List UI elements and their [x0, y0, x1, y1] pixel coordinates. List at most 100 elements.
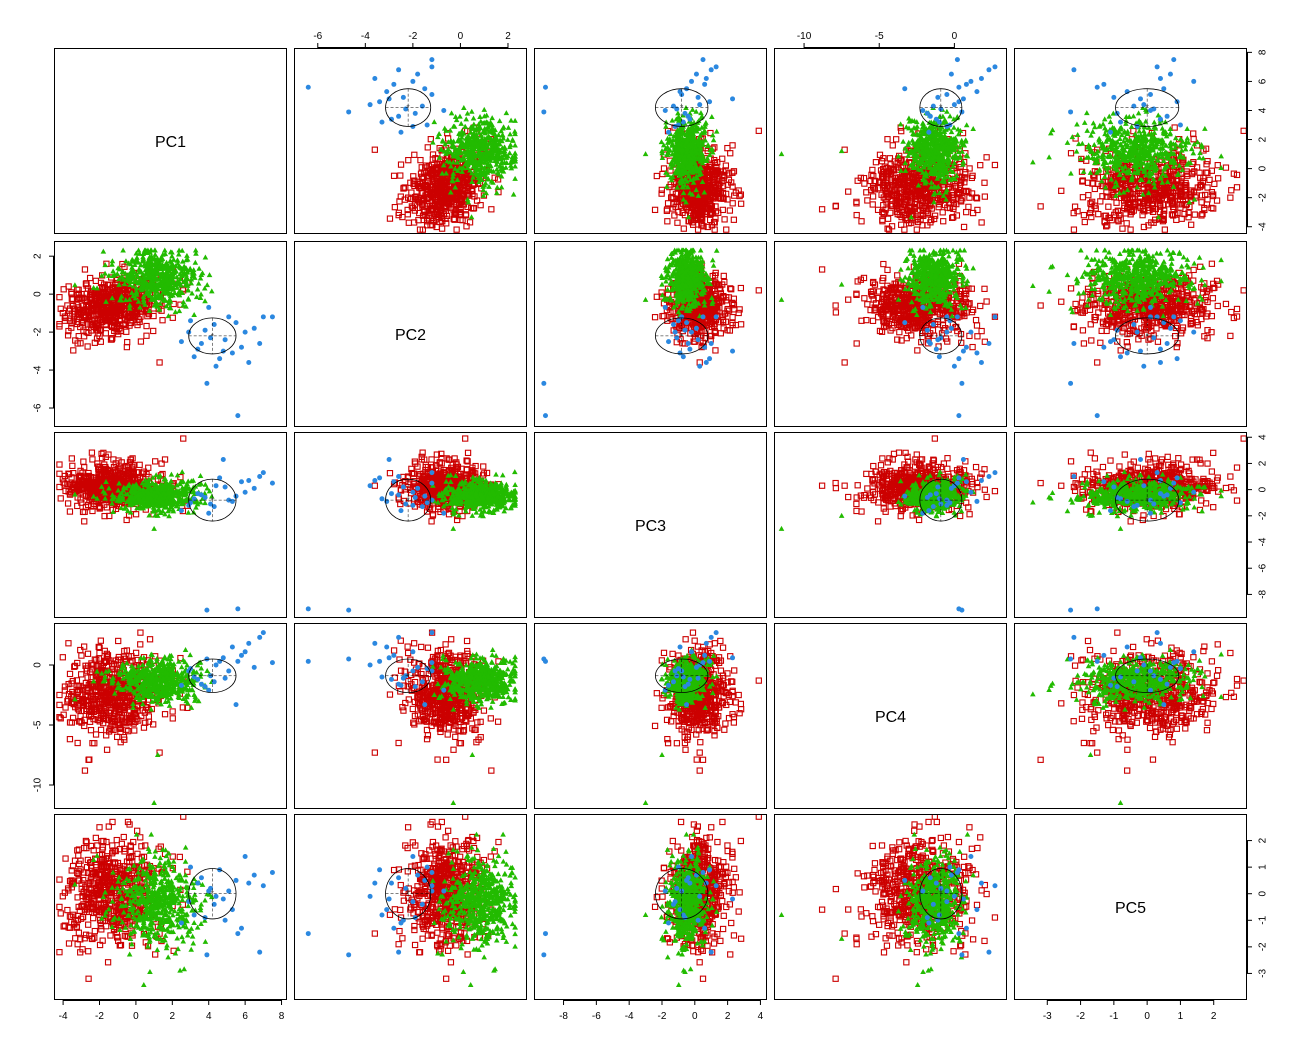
point-blue [902, 86, 908, 92]
point-red [1140, 174, 1148, 181]
panel-pc1-vs-pc5: * [1014, 48, 1247, 234]
point-green [697, 158, 704, 164]
point-red [887, 201, 894, 208]
point-green [473, 131, 480, 137]
point-red [428, 183, 435, 190]
point-red [897, 156, 905, 164]
point-red [691, 210, 698, 218]
point-red [1213, 197, 1221, 204]
point-green [1048, 130, 1054, 136]
point-green [1155, 112, 1162, 118]
point-green [1081, 119, 1088, 125]
point-red [658, 186, 665, 194]
point-green [1198, 141, 1205, 147]
point-green [1117, 126, 1124, 132]
point-green [1147, 173, 1153, 179]
point-green [687, 190, 693, 196]
point-green [943, 136, 950, 142]
point-red [685, 207, 692, 214]
point-green [1218, 153, 1224, 159]
point-red [895, 178, 902, 185]
point-green [480, 128, 487, 134]
point-red [719, 155, 726, 162]
point-blue [963, 81, 969, 87]
point-red [901, 226, 908, 233]
point-blue [927, 113, 933, 119]
point-green [932, 135, 938, 141]
point-red [1198, 182, 1205, 189]
point-green [1141, 131, 1148, 137]
point-green [482, 171, 488, 177]
point-red [698, 222, 705, 229]
point-red [853, 198, 860, 205]
point-red [1070, 226, 1078, 233]
point-green [464, 164, 471, 170]
point-green [689, 139, 696, 145]
point-green [501, 144, 508, 150]
point-green [475, 175, 482, 181]
point-green [1064, 139, 1071, 145]
point-red [404, 194, 412, 201]
point-green [1148, 140, 1155, 146]
point-red [1123, 220, 1130, 227]
point-green [1123, 114, 1130, 120]
point-green [1090, 120, 1097, 126]
point-green [481, 144, 488, 150]
point-green [1103, 138, 1109, 144]
point-red [1208, 188, 1216, 196]
point-green [431, 119, 438, 125]
point-red [875, 185, 882, 192]
point-red [408, 189, 415, 196]
point-green [459, 165, 465, 171]
point-green [902, 160, 909, 166]
point-red [391, 203, 399, 211]
point-green [1092, 124, 1098, 130]
point-red [853, 200, 860, 207]
point-green [507, 159, 514, 165]
point-red [1169, 212, 1177, 219]
point-red [868, 171, 875, 178]
point-red [442, 203, 449, 211]
point-green [925, 148, 931, 154]
point-green [910, 162, 916, 168]
point-red [473, 197, 481, 204]
point-red [1177, 191, 1184, 198]
point-green [1104, 146, 1110, 152]
point-green [1120, 138, 1127, 144]
point-green [457, 137, 464, 143]
point-green [1078, 156, 1084, 162]
point-green [659, 154, 666, 160]
point-green [1121, 155, 1128, 161]
point-red [462, 212, 470, 219]
point-red [438, 225, 446, 232]
point-green [1119, 145, 1126, 151]
point-red [424, 144, 431, 151]
point-green [675, 110, 681, 116]
point-green [475, 126, 482, 132]
point-red [1179, 201, 1186, 208]
point-green [679, 175, 685, 181]
point-green [696, 166, 702, 172]
point-green [495, 169, 501, 175]
point-red [872, 159, 880, 166]
point-red [1190, 136, 1197, 143]
point-red [1119, 225, 1126, 232]
point-red [427, 136, 434, 143]
point-green [1104, 135, 1111, 141]
point-green [462, 152, 469, 158]
point-red [705, 171, 713, 179]
point-green [470, 115, 477, 121]
point-red [919, 203, 926, 210]
point-green [481, 139, 487, 145]
point-green [1093, 150, 1100, 156]
point-green [1113, 152, 1119, 158]
point-green [697, 144, 704, 150]
point-green [1140, 191, 1146, 197]
point-green [1143, 172, 1149, 178]
point-green [701, 189, 708, 195]
point-green [1107, 119, 1114, 125]
point-green [486, 162, 492, 168]
point-green [452, 184, 459, 190]
point-green [441, 148, 448, 154]
point-red [402, 184, 409, 191]
